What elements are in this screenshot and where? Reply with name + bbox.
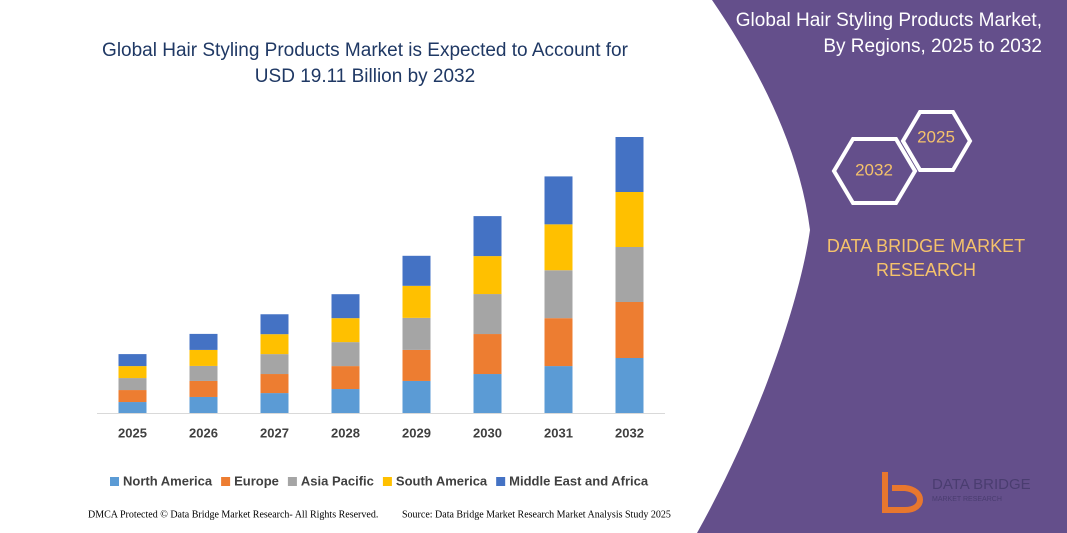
hex-label: 2025 [917, 127, 955, 146]
x-tick-label: 2026 [189, 425, 218, 440]
legend-label: North America [123, 473, 213, 488]
bar-segment [544, 366, 573, 413]
hexagon [900, 110, 973, 172]
bar-segment [615, 137, 644, 192]
panel-title: Global Hair Styling Products Market, By … [735, 10, 1042, 57]
bar-segment [189, 380, 218, 397]
hexagon [831, 137, 918, 205]
bar-segment [260, 314, 289, 335]
footer-left: DMCA Protected © Data Bridge Market Rese… [88, 509, 378, 520]
bar-segment [402, 380, 431, 413]
bar-segment [331, 366, 360, 390]
bar-segment [189, 333, 218, 350]
legend-swatch [382, 477, 392, 486]
bar-segment [118, 402, 147, 413]
legend-label: Middle East and Africa [509, 473, 649, 488]
bar-segment [615, 246, 644, 302]
side-panel [697, 0, 1067, 533]
bar-segment [331, 318, 360, 343]
bar-segment [189, 349, 218, 366]
legend-swatch [110, 477, 119, 486]
hex-label: 2032 [855, 160, 893, 179]
footer-right: Source: Data Bridge Market Research Mark… [402, 509, 671, 520]
bar-segment [544, 224, 573, 271]
bar-segment [118, 378, 147, 391]
bar-segment [615, 301, 644, 359]
x-tick-label: 2031 [544, 425, 573, 440]
bar-segment [260, 374, 289, 394]
x-tick-label: 2032 [615, 425, 644, 440]
legend-label: South America [396, 473, 488, 488]
bar-segment [544, 318, 573, 367]
bar-segment [118, 390, 147, 403]
bar-segment [260, 334, 289, 355]
x-tick-label: 2025 [118, 425, 147, 440]
legend-swatch [287, 477, 297, 486]
x-tick-label: 2029 [402, 425, 431, 440]
bar-segment [473, 256, 502, 295]
brand: DATA BRIDGE MARKET RESEARCH [826, 236, 1026, 280]
bar-segment [118, 366, 147, 379]
legend-swatch [221, 477, 231, 486]
bar-segment [544, 270, 573, 319]
bar-segment [331, 342, 360, 367]
x-tick-label: 2027 [260, 425, 289, 440]
bar-segment [118, 354, 147, 367]
legend-label: Asia Pacific [301, 473, 374, 488]
logo-name: DATA BRIDGE [932, 476, 1031, 493]
bar-segment [473, 216, 502, 257]
bar-segment [402, 285, 431, 318]
bar-segment [189, 396, 218, 413]
x-tick-label: 2028 [331, 425, 360, 440]
bar-segment [260, 393, 289, 413]
bar-segment [615, 358, 644, 413]
legend-swatch [496, 477, 506, 486]
bar-segment [473, 374, 502, 413]
bar-segment [544, 176, 573, 225]
logo-sub: MARKET RESEARCH [932, 496, 1002, 503]
bar-segment [402, 317, 431, 350]
bar-segment [473, 294, 502, 335]
legend-label: Europe [234, 473, 279, 488]
bar-segment [473, 334, 502, 375]
chart-title: Global Hair Styling Products Market is E… [102, 40, 628, 87]
x-tick-label: 2030 [473, 425, 502, 440]
bar-segment [402, 255, 431, 286]
bar-segment [615, 191, 644, 247]
logo-mark [882, 472, 923, 513]
bar-segment [331, 294, 360, 319]
bar-segment [402, 349, 431, 381]
bar-segment [331, 389, 360, 413]
bar-segment [260, 354, 289, 375]
bar-segment [189, 365, 218, 381]
